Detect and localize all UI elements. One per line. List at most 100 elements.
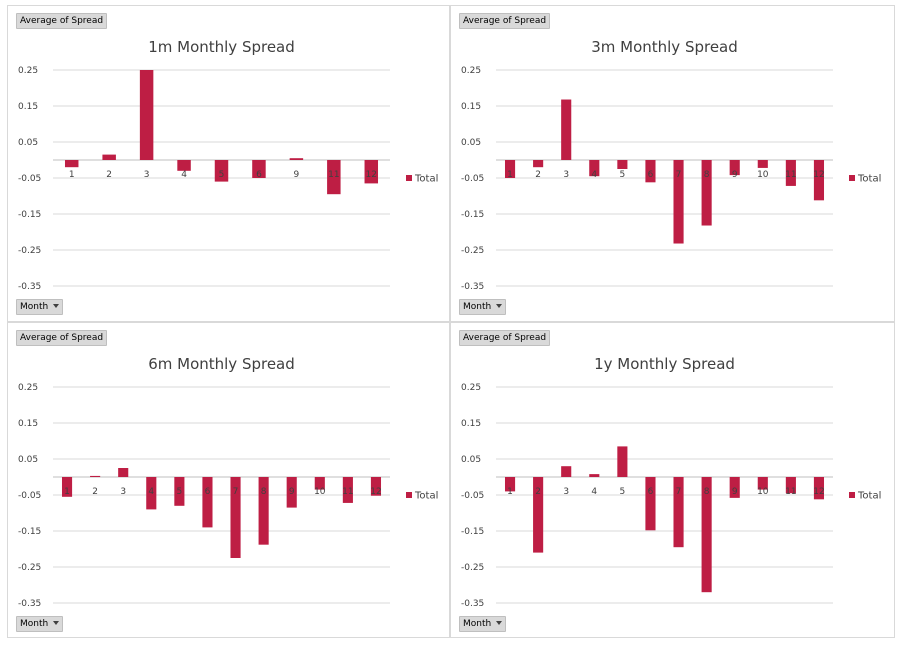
bar (174, 477, 185, 506)
y-tick-label: -0.05 (18, 491, 41, 501)
category-label: 1 (64, 487, 70, 497)
category-label: 8 (261, 487, 267, 497)
chart-1m: 1m Monthly Spread 0.25 0.15 0.05 -0.05 -0.15 -… (18, 38, 438, 292)
dropdown-arrow-icon (496, 303, 503, 308)
legend-label: Total (857, 491, 881, 502)
y-tick-label: -0.05 (461, 174, 484, 184)
bar (701, 160, 712, 226)
bar (102, 154, 116, 160)
chart-title: 1y Monthly Spread (594, 355, 735, 373)
category-label: 4 (591, 170, 597, 180)
legend-label: Total (414, 174, 438, 185)
bar (314, 477, 325, 490)
bar (813, 160, 825, 201)
chart-panel-1m: Average of Spread Month 1m Monthly Sprea… (7, 5, 450, 322)
category-label: 1 (69, 170, 75, 180)
y-tick-label: -0.15 (461, 527, 484, 537)
bar (757, 477, 768, 490)
month-filter-button[interactable]: Month (16, 616, 64, 632)
category-label: 3 (563, 170, 569, 180)
bar (729, 160, 740, 176)
category-label: 2 (535, 170, 541, 180)
y-tick-label: 0.05 (18, 138, 38, 148)
category-label: 12 (370, 487, 381, 497)
category-label: 1 (507, 170, 513, 180)
y-tick-label: -0.35 (18, 599, 41, 609)
category-label: 10 (757, 170, 769, 180)
average-of-spread-button[interactable]: Average of Spread (16, 330, 108, 346)
average-of-spread-button[interactable]: Average of Spread (459, 13, 551, 29)
bar (61, 477, 73, 497)
category-label: 3 (563, 487, 569, 497)
category-label: 3 (120, 487, 126, 497)
bar (252, 160, 266, 178)
category-label: 5 (620, 487, 626, 497)
month-filter-button[interactable]: Month (16, 299, 64, 315)
category-label: 9 (732, 487, 738, 497)
bar (214, 160, 229, 182)
chart-6m: 6m Monthly Spread 0.25 0.15 0.05 -0.05 -0.15 -… (18, 355, 438, 609)
chart-3m: 3m Monthly Spread 0.25 0.15 0.05 -0.05 -0.15 -… (461, 38, 881, 292)
category-label: 9 (732, 170, 738, 180)
y-tick-label: 0.05 (18, 455, 38, 465)
bar (504, 477, 516, 492)
category-label: 4 (591, 487, 597, 497)
y-tick-label: -0.05 (18, 174, 41, 184)
bar (673, 160, 684, 244)
chart-title: 1m Monthly Spread (148, 38, 295, 56)
dropdown-arrow-icon (496, 620, 503, 625)
legend-swatch (406, 175, 412, 181)
y-tick-label: 0.25 (461, 66, 481, 76)
legend-label: Total (414, 491, 438, 502)
y-tick-label: 0.25 (18, 383, 38, 393)
y-tick-label: -0.25 (461, 563, 484, 573)
y-tick-label: 0.25 (18, 66, 38, 76)
category-label: 5 (219, 170, 225, 180)
legend-label: Total (857, 174, 881, 185)
legend-swatch (849, 175, 855, 181)
bar (673, 477, 684, 548)
month-filter-button[interactable]: Month (459, 299, 507, 315)
category-label: 9 (289, 487, 295, 497)
y-tick-label: 0.15 (18, 102, 38, 112)
bar (504, 160, 516, 178)
category-label: 5 (620, 170, 626, 180)
month-filter-button[interactable]: Month (459, 616, 507, 632)
bar (785, 477, 796, 494)
category-label: 8 (704, 170, 710, 180)
y-tick-label: -0.35 (18, 282, 41, 292)
chart-title: 3m Monthly Spread (591, 38, 738, 56)
category-label: 4 (181, 170, 187, 180)
y-tick-label: -0.05 (461, 491, 484, 501)
month-label: Month (463, 619, 492, 629)
y-tick-label: -0.15 (18, 527, 41, 537)
category-label: 12 (813, 170, 824, 180)
category-label: 7 (676, 170, 682, 180)
category-label: 11 (342, 487, 353, 497)
bar (146, 477, 157, 510)
y-tick-label: -0.25 (18, 246, 41, 256)
category-label: 8 (704, 487, 710, 497)
bar (327, 160, 341, 195)
y-tick-label: -0.15 (461, 210, 484, 220)
legend-swatch (849, 492, 855, 498)
chart-panel-6m: Average of Spread Month 6m Monthly Sprea… (7, 322, 450, 638)
category-label: 12 (366, 170, 377, 180)
average-of-spread-button[interactable]: Average of Spread (16, 13, 108, 29)
category-label: 11 (785, 487, 796, 497)
bar (202, 477, 213, 528)
category-label: 2 (106, 170, 112, 180)
average-of-spread-button[interactable]: Average of Spread (459, 330, 551, 346)
category-label: 11 (328, 170, 339, 180)
bar (813, 477, 825, 500)
bar (533, 477, 544, 553)
y-tick-label: -0.35 (461, 599, 484, 609)
bar (561, 99, 572, 160)
category-label: 4 (148, 487, 154, 497)
y-tick-label: 0.05 (461, 455, 481, 465)
category-label: 7 (676, 487, 682, 497)
bar (533, 160, 544, 168)
y-tick-label: 0.25 (461, 383, 481, 393)
bar (258, 477, 269, 545)
category-label: 12 (813, 487, 824, 497)
